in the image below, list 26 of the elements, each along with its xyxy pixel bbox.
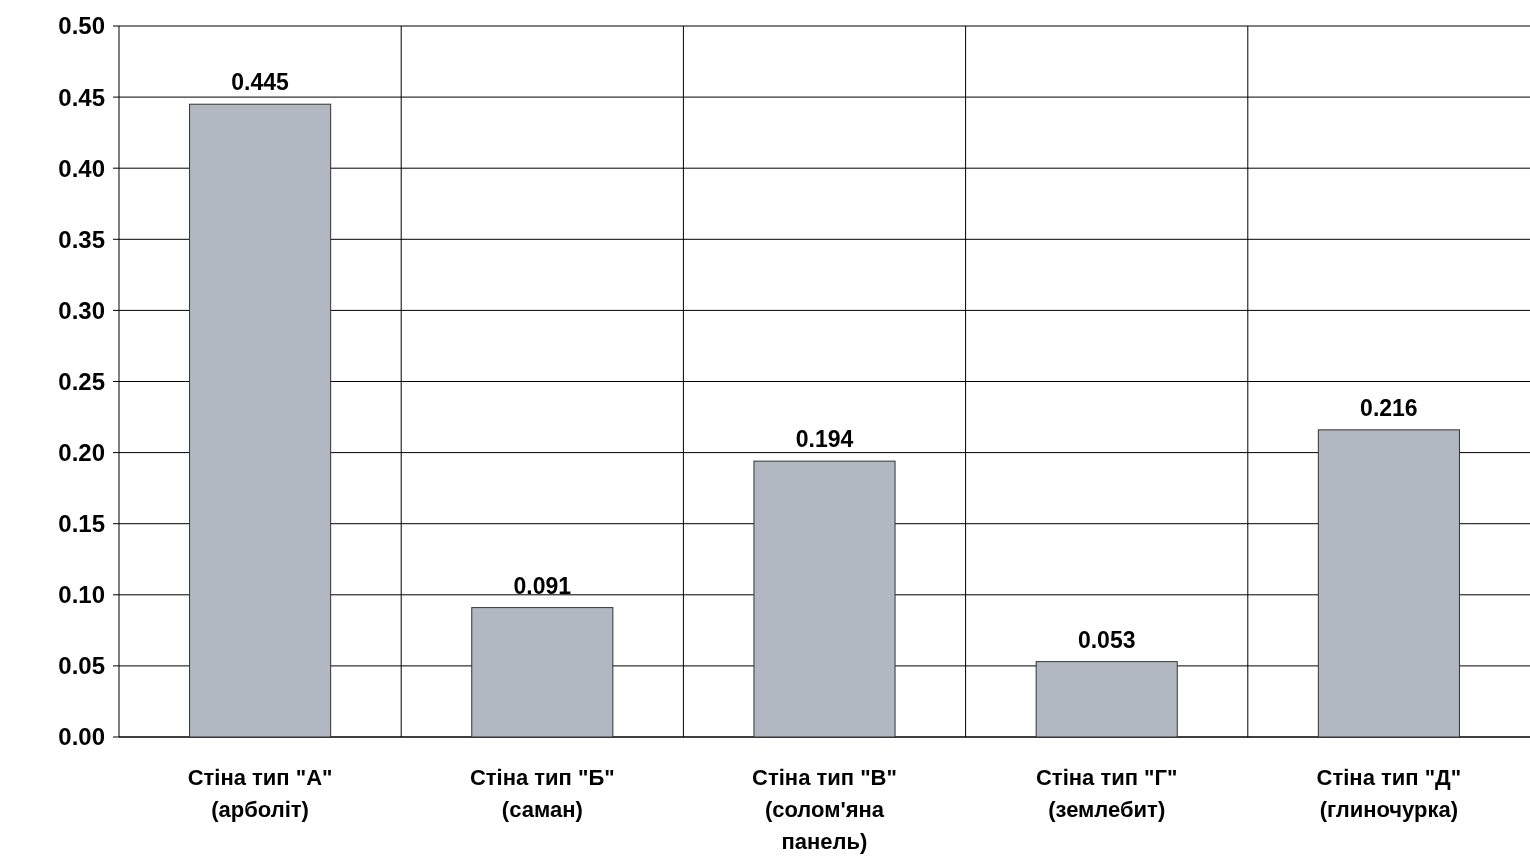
bar: [753, 460, 896, 738]
data-label: 0.091: [513, 572, 572, 599]
y-tick-label: 0.25: [58, 367, 105, 395]
bar: [1035, 661, 1178, 738]
y-tick-label: 0.15: [58, 510, 105, 538]
y-tick-label: 0.35: [58, 225, 105, 253]
x-tick-label: Стіна тип "Д" (глиночурка): [1316, 765, 1462, 822]
y-tick-label: 0.20: [58, 439, 105, 466]
x-tick-label: Стіна тип "Б" (саман): [469, 765, 615, 822]
data-label: 0.194: [795, 426, 854, 453]
data-label: 0.216: [1360, 394, 1418, 421]
y-tick-label: 0.30: [58, 296, 105, 324]
x-tick-label: Стіна тип "А" (арболіт): [187, 765, 333, 822]
y-tick-label: 0.50: [58, 12, 105, 40]
x-tick-label: Стіна тип "Г" (землебит): [1035, 765, 1178, 822]
y-tick-label: 0.40: [58, 154, 105, 182]
x-tick-label: Стіна тип "В" (солом'яна панель): [752, 765, 897, 854]
bar: [189, 103, 332, 738]
y-tick-label: 0.00: [58, 723, 105, 751]
data-label: 0.445: [231, 69, 290, 96]
bar: [471, 607, 614, 738]
y-tick-label: 0.05: [58, 652, 105, 680]
y-tick-label: 0.10: [58, 581, 105, 609]
bar: [1317, 429, 1460, 738]
data-label: 0.053: [1077, 626, 1136, 653]
y-tick-label: 0.45: [58, 83, 105, 111]
